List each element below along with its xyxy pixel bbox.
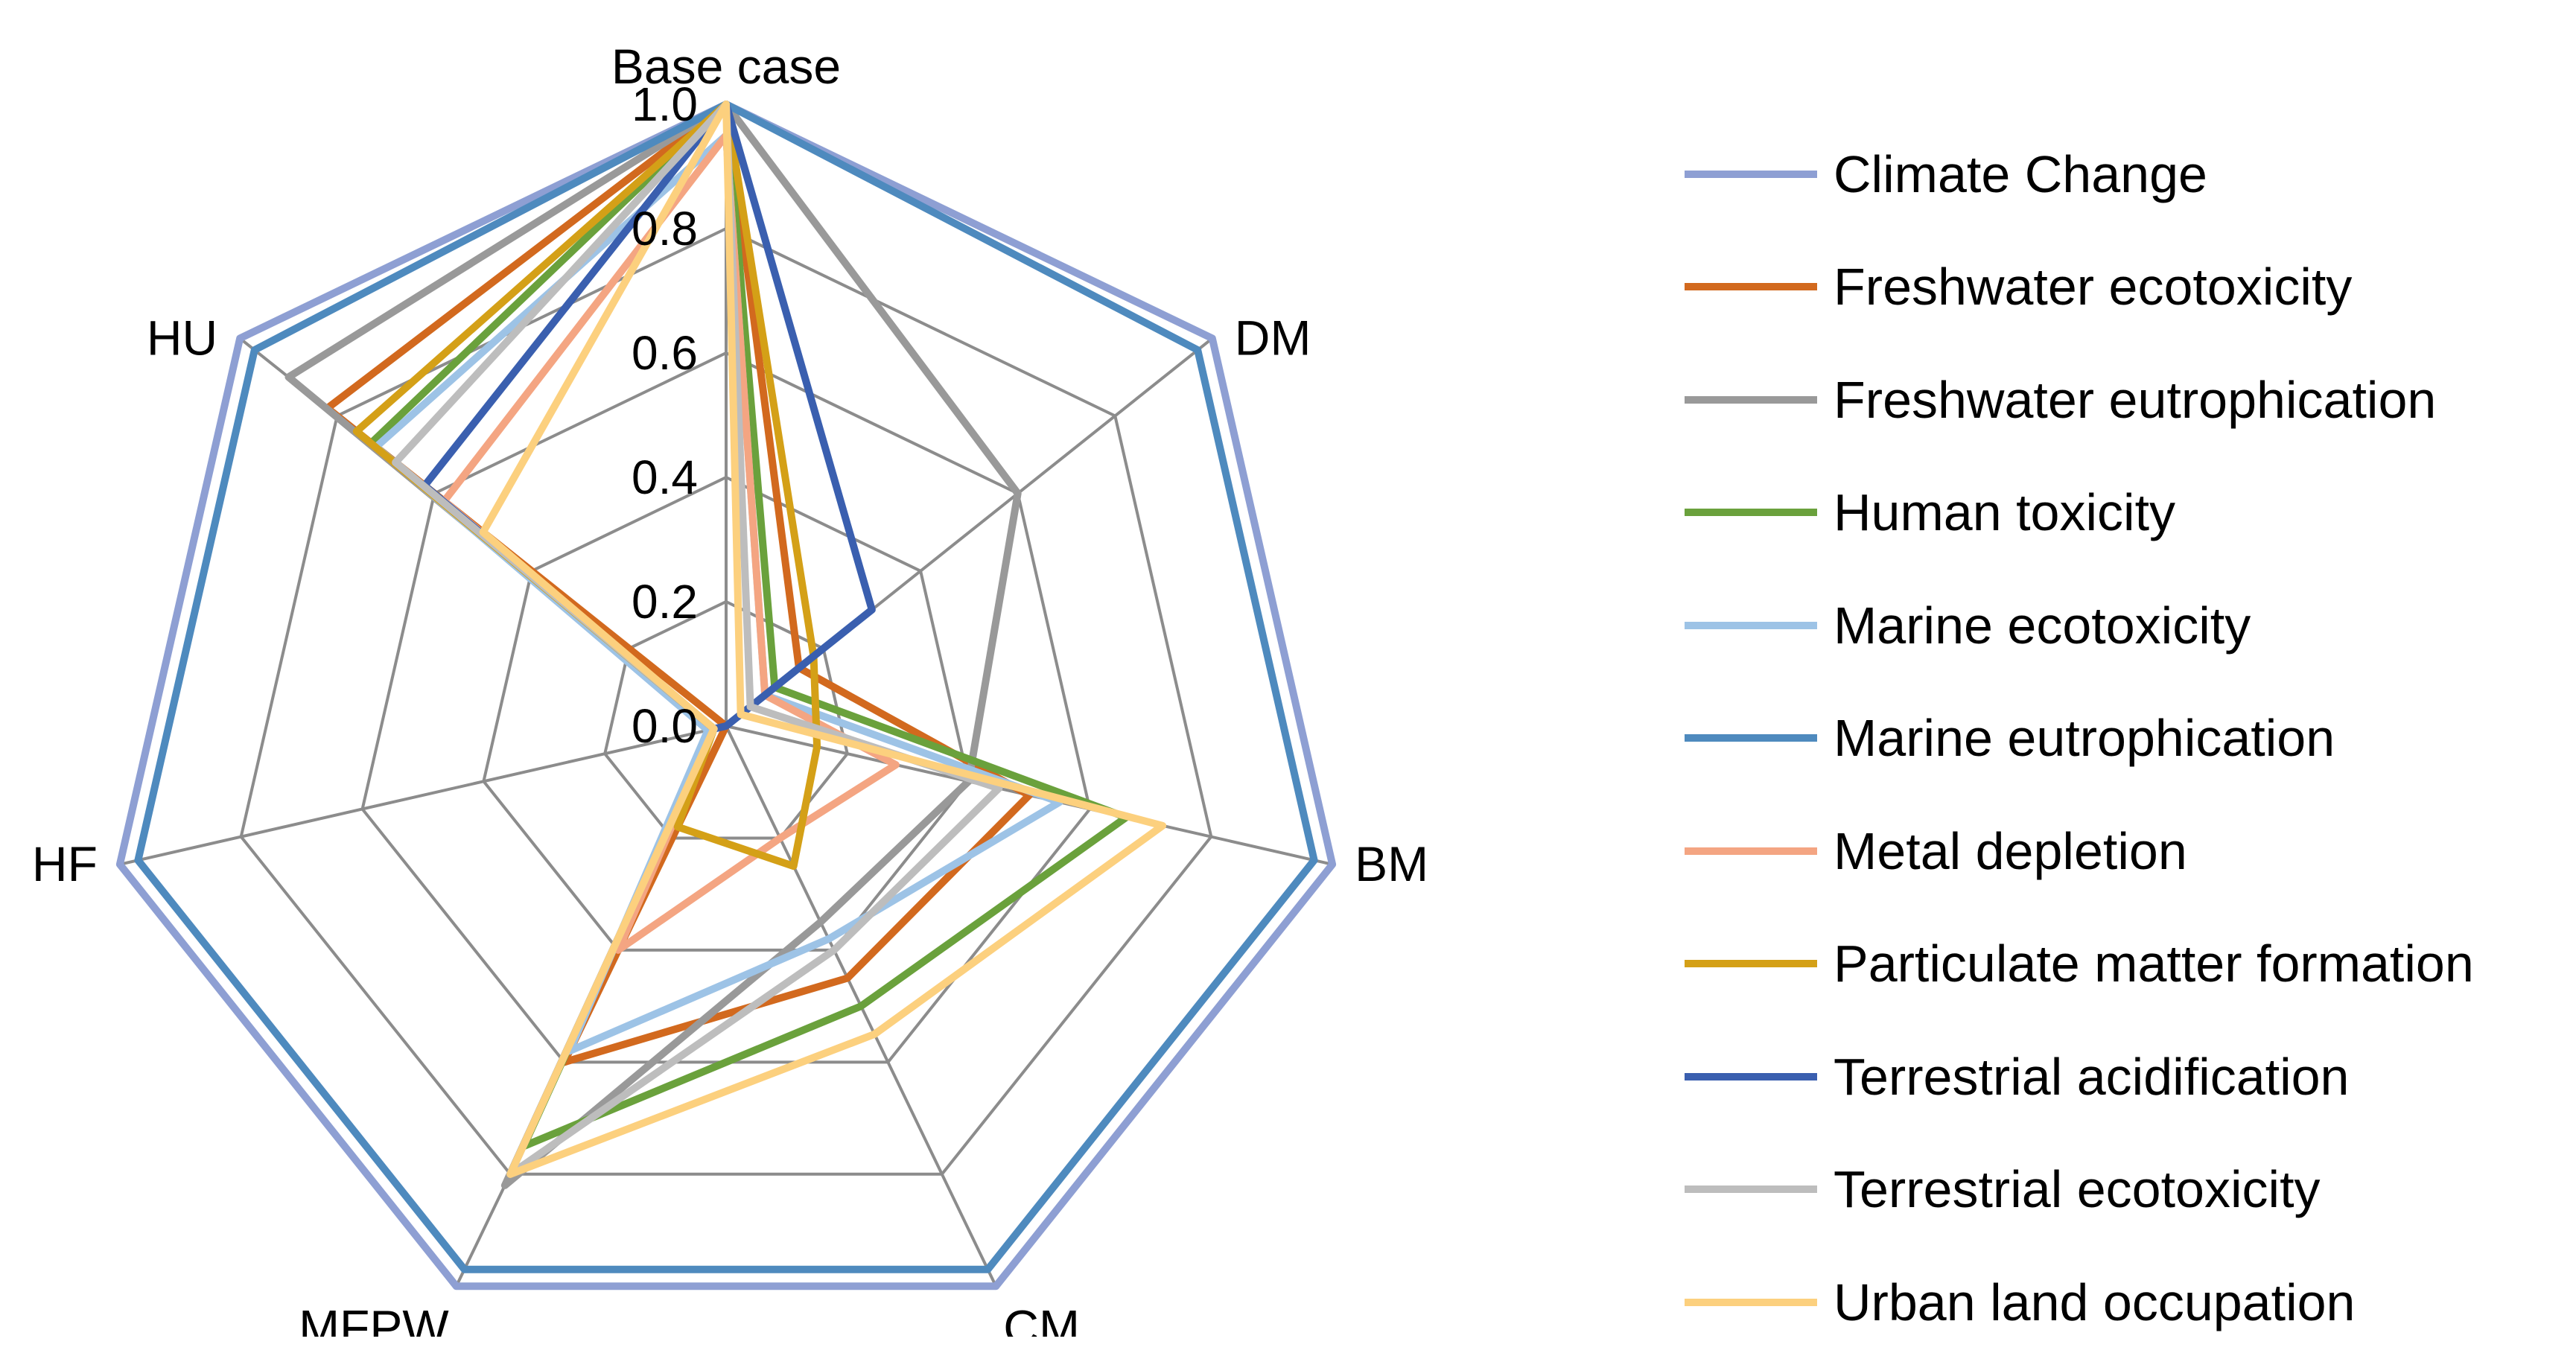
series-terrestrial-acidification xyxy=(421,101,876,733)
legend-item: Freshwater eutrophication xyxy=(1685,343,2571,456)
series-freshwater-eutrophication xyxy=(284,101,1022,1189)
legend-label: Marine ecotoxicity xyxy=(1834,596,2251,655)
legend-label: Freshwater ecotoxicity xyxy=(1834,258,2353,316)
series-marine-eutrophication xyxy=(134,101,1318,1273)
axis-label: Base case xyxy=(611,39,841,94)
legend-item: Particulate matter formation xyxy=(1685,908,2571,1021)
legend-item: Urban land occupation xyxy=(1685,1246,2571,1359)
grid-layer xyxy=(118,102,1335,1288)
tick-labels: 0.0 0.2 0.4 0.6 0.8 1.0 xyxy=(632,77,698,753)
legend-label: Marine eutrophication xyxy=(1834,709,2335,768)
series-layer xyxy=(115,101,1337,1290)
legend-label: Metal depletion xyxy=(1834,821,2187,880)
legend-swatch xyxy=(1685,960,1817,968)
grid-ring xyxy=(482,475,970,952)
series-terrestrial-ecotoxicity xyxy=(392,101,1003,1178)
legend-item: Human toxicity xyxy=(1685,456,2571,570)
legend-label: Urban land occupation xyxy=(1834,1273,2356,1331)
legend-swatch xyxy=(1685,395,1817,404)
axis-labels: Base case DM BM CM MFPW HF HU xyxy=(32,39,1428,1337)
axis-label: HU xyxy=(147,310,217,365)
legend-swatch xyxy=(1685,734,1817,742)
legend-item: Terrestrial acidification xyxy=(1685,1020,2571,1133)
legend-swatch xyxy=(1685,1185,1817,1194)
legend-item: Terrestrial ecotoxicity xyxy=(1685,1133,2571,1247)
grid-ring xyxy=(239,226,1213,1176)
legend-item: Marine ecotoxicity xyxy=(1685,569,2571,682)
tick-label: 0.8 xyxy=(632,202,698,255)
legend: Climate Change Freshwater ecotoxicity Fres… xyxy=(1685,118,2571,1359)
axis-label: CM xyxy=(1003,1299,1080,1337)
legend-item: Climate Change xyxy=(1685,118,2571,231)
legend-item: Metal depletion xyxy=(1685,795,2571,908)
legend-swatch xyxy=(1685,847,1817,855)
legend-swatch xyxy=(1685,170,1817,178)
legend-swatch xyxy=(1685,621,1817,629)
legend-item: Marine eutrophication xyxy=(1685,682,2571,795)
legend-swatch xyxy=(1685,283,1817,291)
legend-label: Particulate matter formation xyxy=(1834,935,2474,993)
tick-label: 0.4 xyxy=(632,451,698,504)
legend-item: Freshwater ecotoxicity xyxy=(1685,231,2571,344)
legend-label: Terrestrial acidification xyxy=(1834,1047,2350,1106)
series-marine-ecotoxicity xyxy=(372,131,1063,1055)
axis-label: MFPW xyxy=(299,1299,449,1337)
axis-spoke xyxy=(119,725,727,866)
legend-label: Terrestrial ecotoxicity xyxy=(1834,1160,2321,1219)
axis-label: DM xyxy=(1235,310,1311,365)
axis-label: BM xyxy=(1355,836,1428,891)
legend-swatch xyxy=(1685,509,1817,517)
radar-chart: 0.0 0.2 0.4 0.6 0.8 1.0 Base case DM BM CM MFPW HF… xyxy=(32,39,1428,1337)
series-urban-land-occupation xyxy=(479,101,1167,1178)
legend-swatch xyxy=(1685,1298,1817,1306)
legend-label: Freshwater eutrophication xyxy=(1834,370,2437,429)
series-climate-change xyxy=(115,101,1337,1290)
legend-swatch xyxy=(1685,1072,1817,1080)
tick-label: 0.6 xyxy=(632,326,698,380)
tick-label: 0.0 xyxy=(632,699,698,753)
axis-label: HF xyxy=(32,836,98,891)
legend-label: Human toxicity xyxy=(1834,483,2176,542)
grid-ring xyxy=(603,599,849,840)
tick-label: 0.2 xyxy=(632,575,698,628)
tick-label: 1.0 xyxy=(632,77,698,131)
legend-label: Climate Change xyxy=(1834,144,2207,203)
